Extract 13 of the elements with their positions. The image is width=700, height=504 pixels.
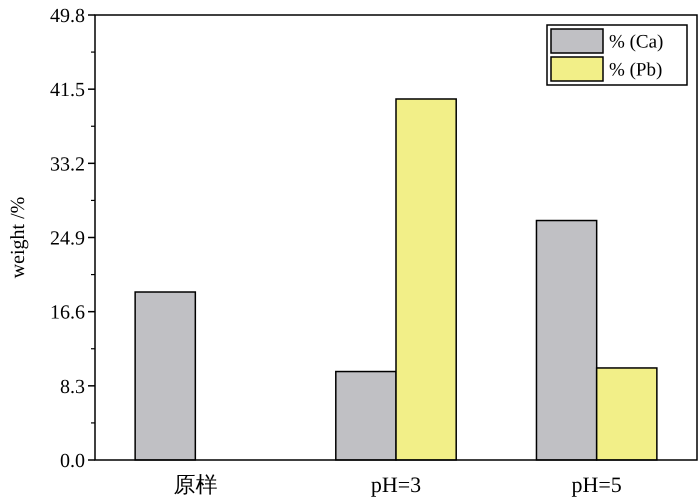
x-tick-label: pH=5 [572,472,622,497]
y-tick-label: 16.6 [50,302,85,324]
legend-label: % (Pb) [609,60,662,81]
x-tick-label: 原样 [173,472,218,497]
y-tick-label: 8.3 [60,376,85,398]
y-axis-title: weight /% [7,196,29,278]
x-tick-label: pH=3 [370,472,422,497]
y-tick-label: 0.0 [60,450,85,472]
y-tick-label: 49.8 [50,5,85,27]
y-tick-label: 33.2 [50,153,85,176]
y-tick-label: 24.9 [50,228,85,250]
legend-label: % (Ca) [609,32,664,53]
y-tick-label: 41.5 [50,79,85,102]
